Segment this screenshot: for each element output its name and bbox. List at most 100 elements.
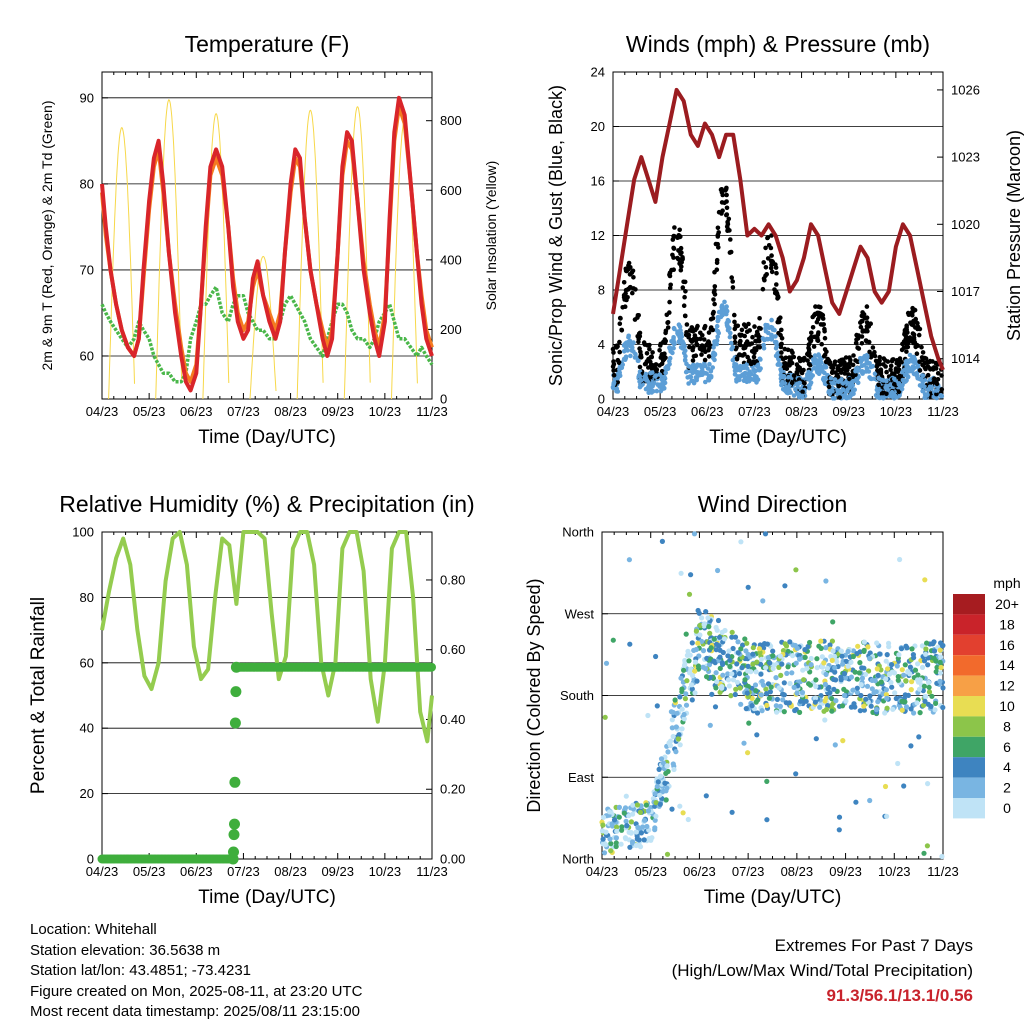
gust-point [711,297,716,302]
gust-point [779,327,784,333]
direction-point [677,803,683,809]
gust-point [617,315,623,321]
direction-point [734,661,740,667]
y-axis-label: Direction (Colored By Speed) [524,578,544,812]
direction-point [715,567,721,574]
wind-point [637,373,643,379]
gust-point [775,296,780,301]
direction-point [925,662,931,668]
wind-point [624,342,629,348]
gust-point [932,376,937,382]
gust-point [847,360,853,366]
gust-point [665,325,671,330]
gust-point [881,356,887,361]
wind-point [712,352,718,357]
direction-point [707,630,713,636]
wind-point [808,380,814,385]
direction-point [915,661,921,667]
x-tick-label: 04/23 [86,864,119,879]
direction-point [818,638,824,644]
wind-point [859,369,865,374]
wind-point [617,373,623,379]
direction-point [840,738,846,744]
wind-point [719,304,725,309]
wind-point [904,364,909,370]
gust-point [657,363,662,368]
y-tick-label: North [562,852,594,867]
direction-point [861,647,867,653]
wind-point [884,378,889,384]
direction-point [692,668,698,674]
wind-point [899,386,905,392]
wind-point [690,378,696,384]
gust-point [619,328,625,333]
gust-point [922,365,928,370]
wind-point [812,353,818,358]
direction-point [854,685,860,691]
direction-point [853,799,859,805]
direction-point [884,705,890,711]
legend-label: 4 [1003,759,1011,775]
gust-point [738,338,743,344]
direction-point [765,654,772,661]
direction-point [645,808,652,814]
direction-point [845,648,851,655]
gust-point [732,339,738,345]
gust-point [835,374,841,380]
wind-point [816,352,821,357]
direction-point [743,706,749,712]
wind-point [628,353,633,359]
gust-point [896,389,902,395]
direction-point [603,842,609,848]
x-tick-label: 07/23 [732,864,765,879]
legend-label: 0 [1003,800,1011,816]
gust-point [769,269,775,275]
direction-point [892,690,898,696]
direction-point [704,674,710,680]
direction-point [890,706,896,712]
gust-point [922,360,928,366]
y-tick-label: 60 [80,348,94,363]
direction-point [686,591,693,597]
wind-point [763,328,769,334]
direction-point [823,706,830,713]
legend-swatch [953,798,985,819]
direction-point [760,682,767,688]
extremes-values: 91.3/56.1/13.1/0.56 [826,986,973,1005]
y2-tick-label: 1017 [951,284,980,299]
gust-point [747,328,752,333]
gust-point [769,253,774,258]
gust-point [875,359,881,364]
direction-point [931,648,938,654]
direction-point [600,814,607,820]
direction-point [658,756,665,762]
direction-point [926,684,932,690]
direction-point [899,707,905,713]
wind-point [735,374,741,379]
y-axis-label: Percent & Total Rainfall [28,597,49,794]
direction-point [733,686,739,692]
wind-point [904,368,910,374]
direction-point [808,662,814,668]
direction-point [830,676,837,683]
gust-point [893,366,899,371]
gust-point [699,343,705,348]
direction-point [653,653,659,660]
wind-point [820,369,826,374]
x-tick-label: 05/23 [644,404,677,419]
direction-point [834,659,840,665]
wind-point [907,352,913,358]
direction-point [750,645,756,651]
direction-point [691,531,698,537]
chart-title: Winds (mph) & Pressure (mb) [626,31,930,57]
y2-tick-label: 1026 [951,82,980,97]
gust-point [683,289,688,294]
panel-4: 04/23 05/23 06/23 07/23 08/23 09/23 10/23 11/23… [524,491,1021,908]
direction-point [807,639,813,646]
gust-point [724,192,729,198]
direction-point [778,672,784,679]
wind-point [845,387,850,392]
gust-point [829,370,835,376]
y2-tick-label: 1014 [951,351,980,366]
gust-point [671,234,676,239]
